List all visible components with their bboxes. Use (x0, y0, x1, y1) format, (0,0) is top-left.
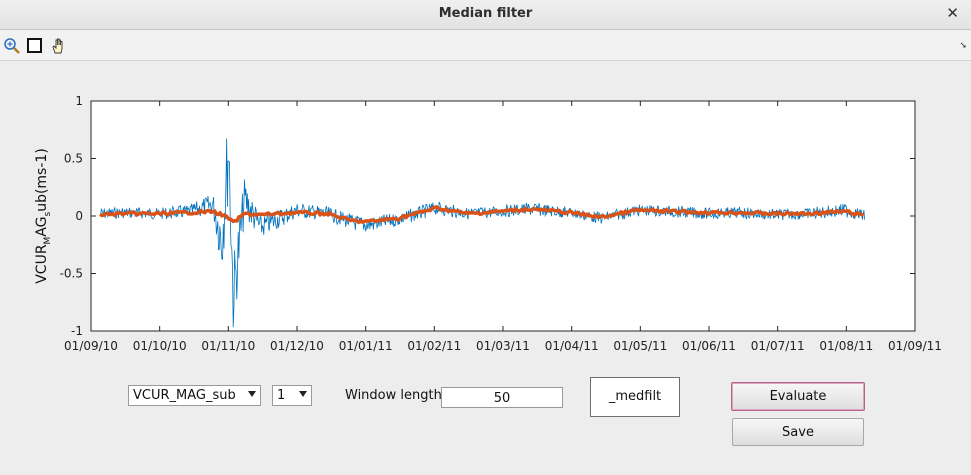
zoom-in-icon[interactable] (3, 37, 21, 55)
window-length-label: Window length (345, 388, 442, 403)
x-tick-label: 01/03/11 (476, 339, 530, 353)
x-tick-label: 01/02/11 (407, 339, 461, 353)
y-tick-label: 0.5 (64, 152, 83, 166)
series-layer (99, 138, 865, 328)
window-title: Median filter (438, 6, 533, 21)
x-tick-label: 01/09/10 (64, 339, 118, 353)
x-tick-label: 01/12/10 (270, 339, 324, 353)
figure-toolbar: ➘ (0, 31, 971, 61)
close-icon[interactable]: ✕ (946, 4, 959, 22)
y-tick-label: -0.5 (60, 267, 83, 281)
x-tick-label: 01/01/11 (339, 339, 393, 353)
index-select-value: 1 (277, 388, 286, 403)
x-tick-label: 01/04/11 (545, 339, 599, 353)
index-select[interactable]: 1 (272, 385, 312, 406)
title-bar: Median filter ✕ (0, 0, 971, 30)
y-tick-label: 1 (75, 94, 83, 108)
x-tick-label: 01/05/11 (613, 339, 667, 353)
chevron-down-icon (299, 391, 307, 397)
raw-series-line (99, 138, 865, 328)
y-axis-label: VCURMAGsub(ms-1) (34, 148, 53, 284)
y-tick-label: -1 (71, 324, 83, 338)
x-tick-label: 01/08/11 (819, 339, 873, 353)
x-tick-label: 01/10/10 (133, 339, 187, 353)
x-ticks: 01/09/10 01/10/10 01/11/10 01/12/10 01/01/11… (64, 101, 942, 353)
evaluate-button[interactable]: Evaluate (731, 382, 865, 411)
save-button[interactable]: Save (732, 418, 864, 446)
pan-hand-icon[interactable] (50, 37, 68, 55)
y-ticks: 1 0.5 0 -0.5 -1 (60, 94, 915, 338)
x-tick-label: 01/07/11 (751, 339, 805, 353)
x-tick-label: 01/06/11 (682, 339, 736, 353)
variable-select[interactable]: VCUR_MAG_sub (128, 385, 261, 406)
x-tick-label: 01/11/10 (201, 339, 255, 353)
toolbar-dock-arrow-icon[interactable]: ➘ (959, 41, 967, 51)
y-tick-label: 0 (75, 209, 83, 223)
filtered-series-line (99, 205, 865, 225)
variable-select-value: VCUR_MAG_sub (133, 388, 236, 403)
suffix-field[interactable]: _medfilt (590, 377, 680, 417)
x-tick-label: 01/09/11 (888, 339, 942, 353)
window-length-input[interactable]: 50 (441, 387, 563, 408)
plot-area[interactable]: 1 0.5 0 -0.5 -1 01/09/10 01/10/10 01/11/10 01/1… (0, 62, 971, 362)
chevron-down-icon (248, 391, 256, 397)
select-rectangle-icon[interactable] (26, 37, 44, 55)
